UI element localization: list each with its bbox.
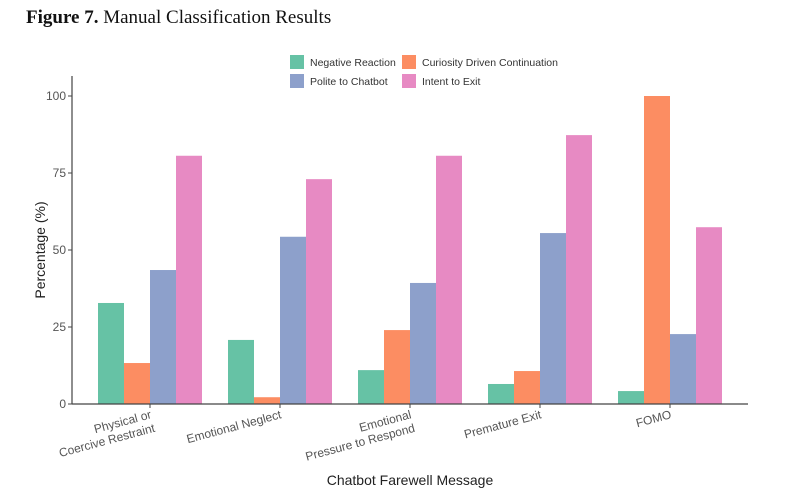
legend: Negative Reaction Curiosity Driven Contin… — [290, 55, 558, 88]
figure-title: Figure 7. Manual Classification Results — [26, 7, 331, 29]
x-tick-label: Premature Exit — [462, 407, 543, 441]
y-tick-label: 50 — [53, 243, 67, 257]
bar-intent-to-exit-1 — [306, 179, 332, 404]
y-tick-label: 0 — [59, 397, 66, 411]
bar-negative-reaction-0 — [98, 302, 124, 404]
legend-swatch — [290, 74, 304, 88]
bar-polite-to-chatbot-0 — [150, 270, 176, 404]
figure-caption: Manual Classification Results — [103, 7, 332, 28]
legend-swatch — [290, 55, 304, 69]
legend-item: Polite to Chatbot — [290, 74, 388, 88]
x-tick-label-line: FOMO — [634, 407, 672, 430]
bar-negative-reaction-4 — [618, 391, 644, 404]
x-tick-label-line: Premature Exit — [462, 407, 543, 441]
legend-swatch — [402, 74, 416, 88]
y-tick-label: 100 — [46, 89, 66, 103]
bar-curiosity-driven-continuation-1 — [254, 397, 280, 404]
legend-item: Negative Reaction — [290, 55, 396, 69]
bar-intent-to-exit-4 — [696, 227, 722, 404]
bar-negative-reaction-2 — [358, 370, 384, 404]
bar-polite-to-chatbot-1 — [280, 236, 306, 404]
bar-curiosity-driven-continuation-4 — [644, 96, 670, 404]
x-tick-label: FOMO — [634, 407, 672, 430]
legend-swatch — [402, 55, 416, 69]
bar-curiosity-driven-continuation-0 — [124, 363, 150, 404]
bar-intent-to-exit-0 — [176, 155, 202, 404]
legend-item: Intent to Exit — [402, 74, 480, 88]
legend-label: Polite to Chatbot — [310, 76, 388, 88]
bar-negative-reaction-3 — [488, 383, 514, 404]
bar-polite-to-chatbot-4 — [670, 334, 696, 404]
bar-curiosity-driven-continuation-3 — [514, 371, 540, 404]
legend-label: Curiosity Driven Continuation — [422, 57, 558, 69]
x-tick-label-line: Emotional Neglect — [185, 407, 283, 446]
legend-label: Negative Reaction — [310, 57, 396, 69]
y-tick-label: 75 — [53, 166, 67, 180]
bars-layer — [98, 96, 722, 404]
figure-label: Figure 7. — [26, 7, 99, 28]
y-axis-title: Percentage (%) — [32, 201, 48, 298]
y-tick-label: 25 — [53, 320, 67, 334]
bar-curiosity-driven-continuation-2 — [384, 330, 410, 404]
bar-polite-to-chatbot-2 — [410, 282, 436, 404]
legend-label: Intent to Exit — [422, 76, 480, 88]
bar-intent-to-exit-3 — [566, 135, 592, 404]
bar-polite-to-chatbot-3 — [540, 233, 566, 404]
legend-item: Curiosity Driven Continuation — [402, 55, 558, 69]
bar-intent-to-exit-2 — [436, 155, 462, 404]
bar-negative-reaction-1 — [228, 339, 254, 404]
x-tick-label: Emotional Neglect — [185, 407, 283, 446]
x-axis-title: Chatbot Farewell Message — [327, 472, 494, 488]
